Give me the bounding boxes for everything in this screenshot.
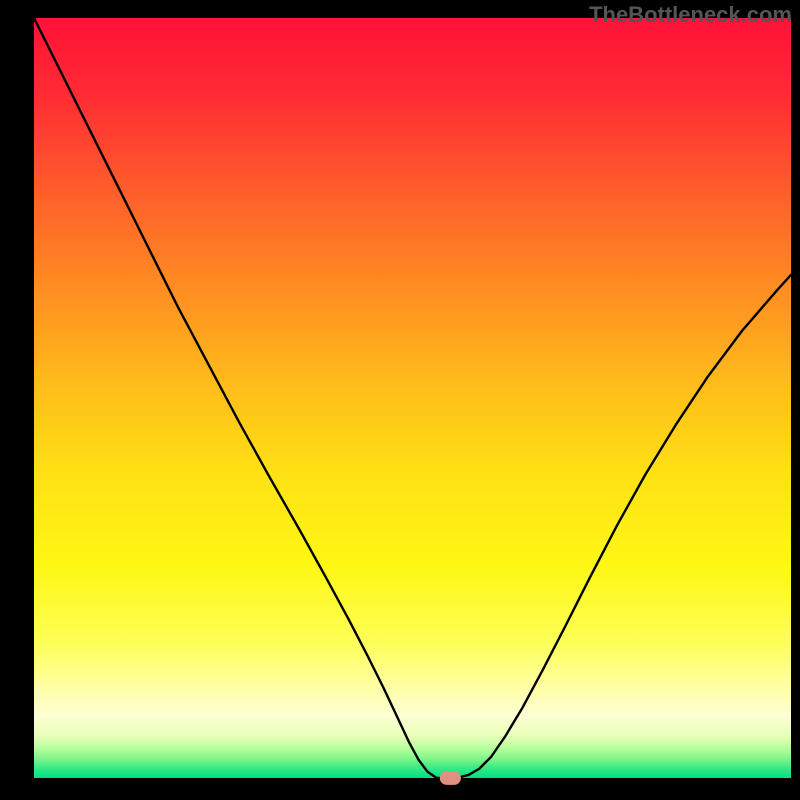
plot-gradient-background	[34, 18, 791, 778]
optimal-point-marker	[440, 771, 461, 785]
bottleneck-curve-chart	[0, 0, 800, 800]
watermark-text: TheBottleneck.com	[589, 2, 792, 28]
chart-canvas: TheBottleneck.com	[0, 0, 800, 800]
